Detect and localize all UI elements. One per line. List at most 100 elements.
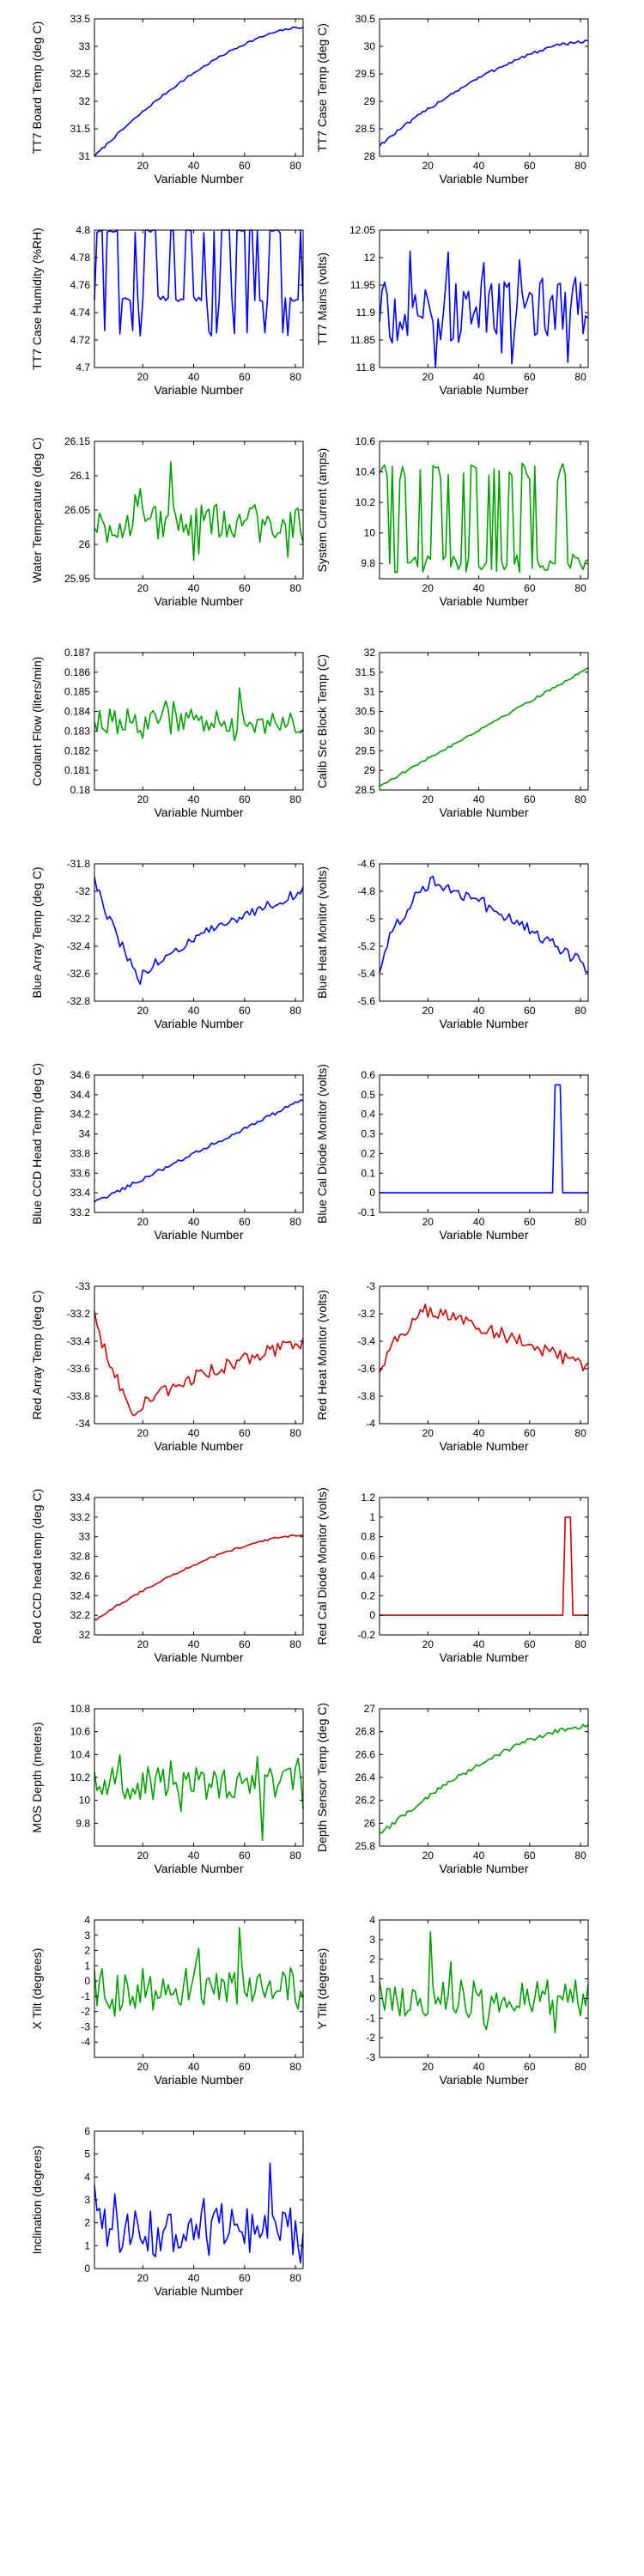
- x-tick-label: 60: [239, 1427, 251, 1439]
- y-tick-label: 29: [364, 764, 376, 776]
- y-tick-label: 10.6: [355, 435, 376, 447]
- y-tick-label: 10.2: [355, 496, 376, 508]
- subplot-2: 20 40 60 80 28 28.5 29 29.5 30 30.5 Variable Numbe…: [315, 13, 589, 185]
- y-tick-label: 0.186: [64, 666, 90, 678]
- y-tick-label: 26.4: [355, 1771, 376, 1783]
- y-tick-label: 32.5: [70, 68, 91, 80]
- x-tick-label: 20: [137, 160, 149, 172]
- y-tick-label: 31.5: [70, 123, 91, 135]
- subplot-21: 20 40 60 80 0 1 2 3 4 5 6 Variable Number Inclinatio…: [30, 2125, 304, 2298]
- y-tick-label: 29.5: [355, 744, 376, 756]
- y-tick-label: 9.8: [76, 1817, 90, 1829]
- y-tick-label: 0.4: [361, 1570, 375, 1582]
- subplot-15: 20 40 60 80 32 32.2 32.4 32.6 32.8 33 33.2 33.4 Vari…: [30, 1489, 304, 1664]
- y-axis-label: Coolant Flow (liters/min): [30, 657, 44, 787]
- y-tick-label: 12: [364, 252, 376, 264]
- subplot-6: 20 40 60 80 9.8 10 10.2 10.4 10.6 Variable Number…: [315, 435, 589, 608]
- y-axis-label: Y Tilt (degrees): [315, 1948, 329, 2030]
- y-tick-label: -33.2: [67, 1308, 91, 1320]
- y-tick-label: -32: [76, 885, 91, 897]
- y-tick-label: 28.5: [355, 123, 376, 135]
- x-tick-label: 20: [137, 2061, 149, 2073]
- y-tick-label: -3: [81, 2020, 90, 2032]
- series-line: [94, 26, 304, 157]
- x-tick-label: 40: [473, 1850, 485, 1862]
- x-tick-label: 40: [473, 1638, 485, 1650]
- y-axis-label: X Tilt (degrees): [30, 1948, 44, 2030]
- subplot-10: 20 40 60 80 -5.6 -5.4 -5.2 -5 -4.8 -4.6 Variable N…: [315, 858, 589, 1030]
- x-tick-label: 40: [473, 2061, 485, 2073]
- y-tick-label: 33.2: [70, 1511, 91, 1523]
- x-tick-label: 80: [574, 1005, 586, 1017]
- x-tick-label: 60: [239, 1005, 251, 1017]
- y-tick-label: 1: [369, 1511, 375, 1523]
- axes-frame: [379, 1919, 589, 2058]
- x-axis-label: Variable Number: [154, 172, 243, 185]
- x-tick-label: 80: [574, 582, 586, 594]
- x-tick-label: 20: [422, 2061, 434, 2073]
- axes-frame: [379, 229, 589, 368]
- y-tick-label: 0: [369, 1609, 375, 1621]
- x-tick-label: 60: [239, 2061, 251, 2073]
- y-tick-label: 4.76: [70, 279, 91, 291]
- y-tick-label: 33: [79, 40, 91, 52]
- y-tick-label: 33.2: [70, 1206, 91, 1218]
- y-tick-label: -33: [76, 1280, 91, 1292]
- y-tick-label: 26.2: [355, 1795, 376, 1807]
- y-tick-label: 11.95: [350, 279, 375, 291]
- x-tick-label: 60: [524, 1005, 536, 1017]
- series-line: [379, 250, 589, 368]
- x-tick-label: 60: [239, 1638, 251, 1650]
- y-tick-label: 32.8: [70, 1551, 91, 1563]
- y-tick-label: 33.5: [70, 13, 91, 25]
- series-line: [94, 1099, 304, 1203]
- y-tick-label: -34: [76, 1418, 91, 1430]
- x-axis-label: Variable Number: [154, 805, 243, 819]
- axes-frame: [94, 440, 304, 580]
- x-tick-label: 20: [422, 1850, 434, 1862]
- x-tick-label: 80: [289, 160, 301, 172]
- x-tick-label: 60: [524, 2061, 536, 2073]
- x-tick-label: 80: [289, 1005, 301, 1017]
- y-tick-label: 0.8: [361, 1531, 375, 1543]
- y-tick-label: 31: [79, 150, 91, 162]
- series-line: [379, 1723, 589, 1834]
- series-line: [94, 1927, 304, 2017]
- y-tick-label: 30.5: [355, 706, 376, 718]
- x-axis-label: Variable Number: [439, 1017, 528, 1030]
- y-tick-label: 10: [364, 527, 376, 539]
- x-tick-label: 80: [289, 1638, 301, 1650]
- y-tick-label: 34.6: [70, 1069, 91, 1081]
- x-tick-label: 80: [574, 1427, 586, 1439]
- x-tick-label: 40: [188, 2061, 200, 2073]
- series-line: [94, 687, 304, 742]
- y-tick-label: 0.185: [64, 686, 90, 698]
- y-tick-label: 0.4: [361, 1109, 375, 1121]
- y-tick-label: 26.1: [70, 470, 91, 482]
- y-tick-label: 30: [364, 725, 376, 737]
- x-tick-label: 60: [524, 1216, 536, 1228]
- y-tick-label: 33.4: [70, 1492, 91, 1504]
- x-axis-label: Variable Number: [154, 1862, 243, 1875]
- subplot-13: 20 40 60 80 -34 -33.8 -33.6 -33.4 -33.2 -33 Variab…: [30, 1280, 304, 1453]
- x-axis-label: Variable Number: [439, 805, 528, 819]
- x-tick-label: 40: [473, 793, 485, 805]
- x-tick-label: 20: [137, 1005, 149, 1017]
- x-tick-label: 40: [188, 1216, 200, 1228]
- y-tick-label: 0: [84, 2263, 90, 2275]
- y-tick-label: 0.6: [361, 1069, 375, 1081]
- x-axis-label: Variable Number: [154, 594, 243, 608]
- y-tick-label: 1: [84, 2239, 90, 2251]
- y-tick-label: 10.6: [70, 1726, 91, 1738]
- y-tick-label: 10.2: [70, 1771, 91, 1783]
- x-tick-label: 20: [137, 1216, 149, 1228]
- y-tick-label: 0.2: [361, 1589, 375, 1601]
- x-tick-label: 40: [188, 1638, 200, 1650]
- x-tick-label: 40: [188, 582, 200, 594]
- x-axis-label: Variable Number: [439, 2073, 528, 2087]
- y-tick-label: -4.6: [357, 858, 375, 870]
- axes-frame: [94, 229, 304, 368]
- subplot-18: 20 40 60 80 25.8 26 26.2 26.4 26.6 26.8 27 Variable…: [315, 1703, 589, 1875]
- series-line: [94, 877, 304, 985]
